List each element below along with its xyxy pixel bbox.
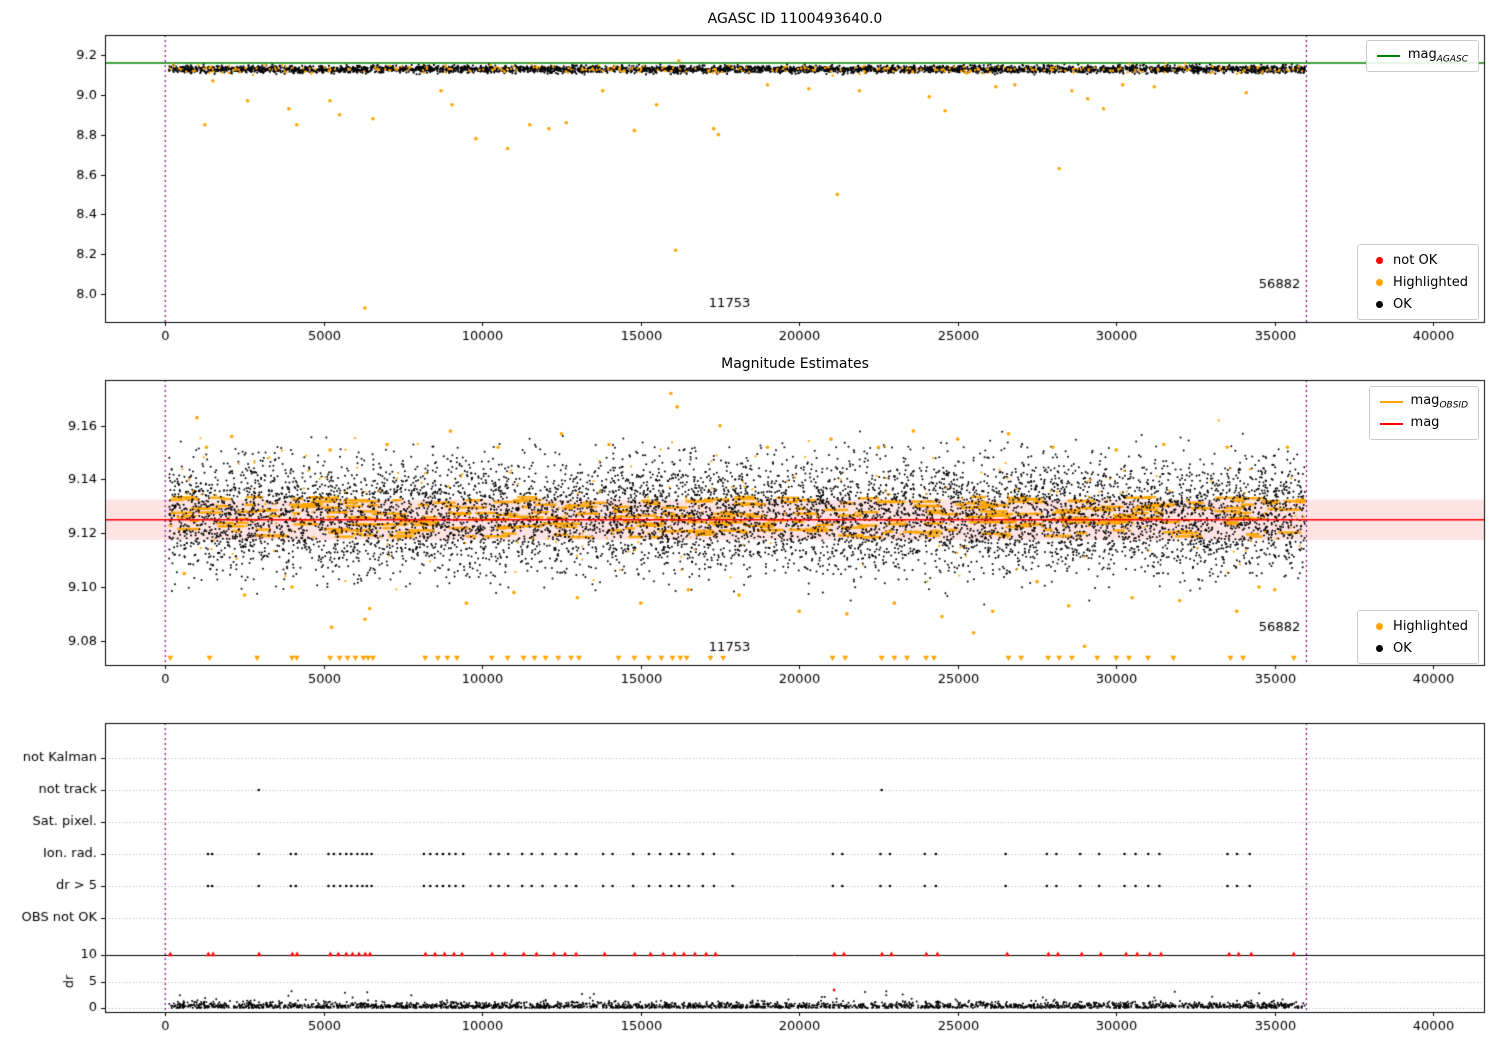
legend-item-not-ok: not OK xyxy=(1368,249,1468,271)
mag-line-swatch xyxy=(1379,423,1403,425)
ok-dot-swatch xyxy=(1376,644,1384,652)
legend-label-mag-obsid: magOBSID xyxy=(1411,393,1468,411)
plot1-title: AGASC ID 1100493640.0 xyxy=(707,11,883,27)
legend-label-ok: OK xyxy=(1393,640,1412,656)
legend-label-sub: OBSID xyxy=(1439,400,1468,411)
legend-item-mag-obsid: magOBSID xyxy=(1379,391,1468,413)
plot1-legend-lines: magAGASC xyxy=(1365,40,1479,72)
highlighted-dot-swatch xyxy=(1376,278,1384,286)
legend-label-highlighted: Highlighted xyxy=(1393,618,1468,634)
legend-label-mag: mag xyxy=(1411,415,1440,433)
legend-label-mag-agasc: magAGASC xyxy=(1408,47,1468,65)
legend-label-highlighted: Highlighted xyxy=(1393,274,1468,290)
legend-label-text: mag xyxy=(1407,47,1437,63)
plot1-legend-markers: not OK Highlighted OK xyxy=(1357,244,1479,320)
legend-item-mag: mag xyxy=(1379,413,1468,435)
highlighted-dot-swatch xyxy=(1376,622,1384,630)
legend-item-highlighted: Highlighted xyxy=(1368,615,1468,637)
legend-item-mag-agasc: magAGASC xyxy=(1376,45,1468,67)
legend-label-sub: AGASC xyxy=(1436,54,1468,65)
legend-label-not-ok: not OK xyxy=(1393,252,1438,268)
mag-agasc-line-swatch xyxy=(1376,55,1400,57)
legend-item-highlighted: Highlighted xyxy=(1368,271,1468,293)
plot2-legend-markers: Highlighted OK xyxy=(1357,610,1479,664)
legend-item-ok: OK xyxy=(1368,293,1468,315)
legend-item-ok: OK xyxy=(1368,637,1468,659)
plot2-title: Magnitude Estimates xyxy=(721,356,869,372)
legend-label-text: mag xyxy=(1410,415,1440,431)
plot2-legend-lines: magOBSID mag xyxy=(1368,386,1479,440)
legend-label-text: mag xyxy=(1410,393,1440,409)
mag-obsid-line-swatch xyxy=(1379,401,1403,403)
ok-dot-swatch xyxy=(1376,300,1384,308)
not-ok-dot-swatch xyxy=(1376,256,1384,264)
legend-label-ok: OK xyxy=(1393,296,1412,312)
